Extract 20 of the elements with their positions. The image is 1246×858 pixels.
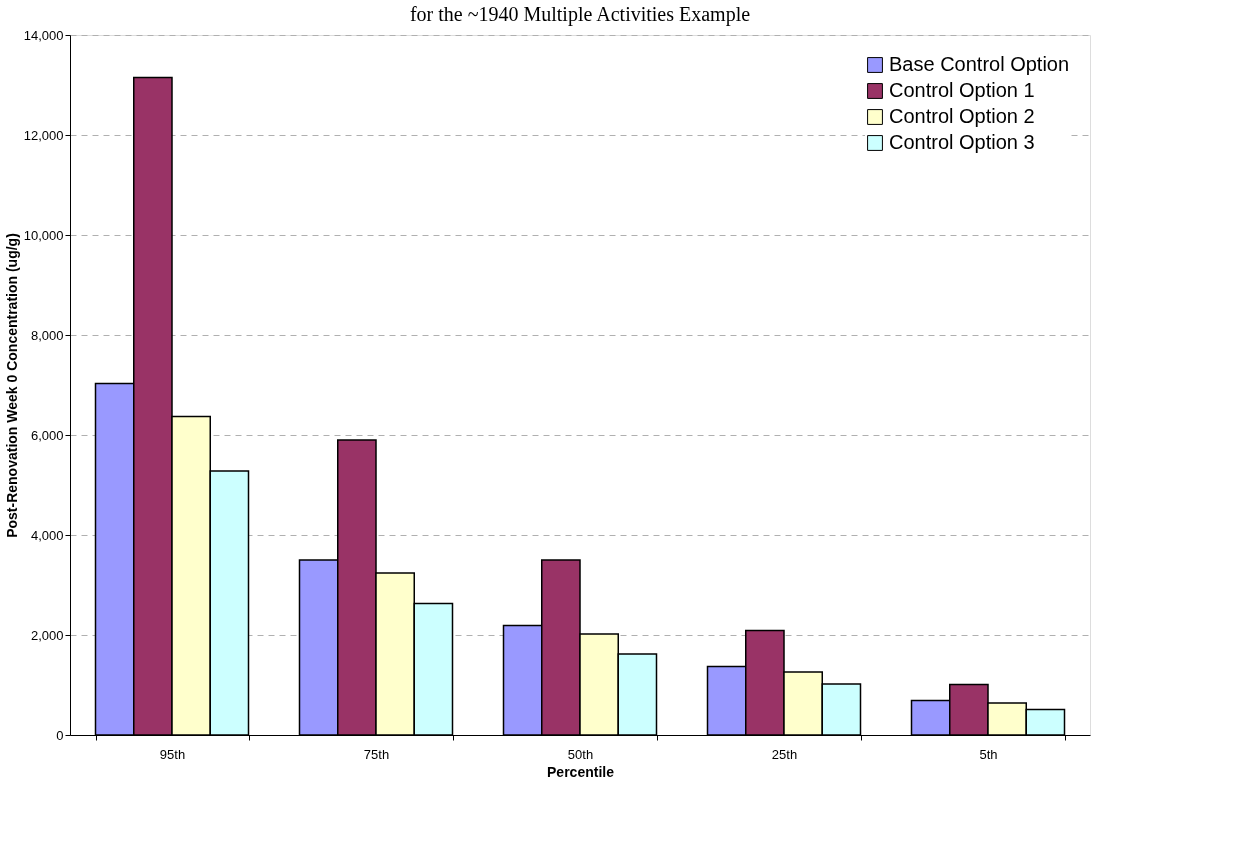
x-tick-label: 75th xyxy=(363,746,390,762)
y-tick-label: 0 xyxy=(56,727,64,743)
y-tick-label: 6,000 xyxy=(30,427,64,443)
chart-title: for the ~1940 Multiple Activities Example xyxy=(409,3,751,26)
x-axis-title: Percentile xyxy=(547,763,615,780)
y-tick-label: 14,000 xyxy=(23,27,64,43)
legend-label: Control Option 1 xyxy=(889,79,1035,101)
x-tick-label: 50th xyxy=(567,746,594,762)
x-tick-label: 5th xyxy=(979,746,998,762)
legend-label: Control Option 3 xyxy=(889,131,1035,153)
legend-label: Control Option 2 xyxy=(889,105,1035,127)
y-tick-label: 4,000 xyxy=(30,527,64,543)
y-tick-label: 2,000 xyxy=(30,627,64,643)
legend-label: Base Control Option xyxy=(889,53,1070,75)
x-tick-label: 95th xyxy=(159,746,186,762)
x-tick-label: 25th xyxy=(771,746,798,762)
y-tick-label: 8,000 xyxy=(30,327,64,343)
y-tick-label: 12,000 xyxy=(23,127,64,143)
y-tick-label: 10,000 xyxy=(23,227,64,243)
y-axis-title: Post-Renovation Week 0 Concentration (ug/g) xyxy=(3,233,20,538)
